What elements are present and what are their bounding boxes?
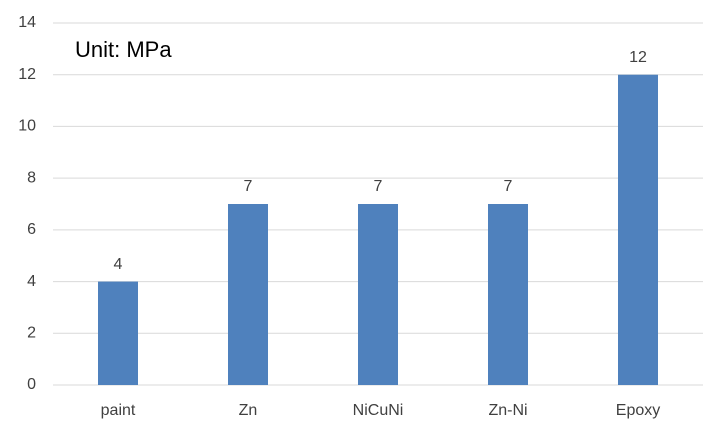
y-tick-label: 8 [27, 169, 36, 186]
bar [98, 281, 138, 385]
x-tick-label: paint [101, 402, 136, 419]
x-tick-label: Zn [239, 402, 258, 419]
y-tick-label: 0 [27, 376, 36, 393]
data-label: 7 [244, 178, 253, 195]
x-tick-label: Zn-Ni [488, 402, 527, 419]
bar [228, 204, 268, 385]
chart-annotation: Unit: MPa [75, 37, 172, 62]
y-tick-label: 2 [27, 325, 36, 342]
bar [618, 74, 658, 385]
data-label: 7 [374, 178, 383, 195]
x-tick-label: NiCuNi [353, 402, 404, 419]
data-label: 7 [504, 178, 513, 195]
y-tick-label: 6 [27, 221, 36, 238]
y-tick-label: 10 [18, 118, 36, 135]
y-tick-label: 14 [18, 14, 36, 31]
x-tick-label: Epoxy [616, 402, 660, 419]
y-tick-label: 12 [18, 66, 36, 83]
bar [358, 204, 398, 385]
data-label: 12 [629, 49, 647, 66]
data-label: 4 [114, 256, 123, 273]
bar [488, 204, 528, 385]
y-tick-label: 4 [27, 273, 36, 290]
